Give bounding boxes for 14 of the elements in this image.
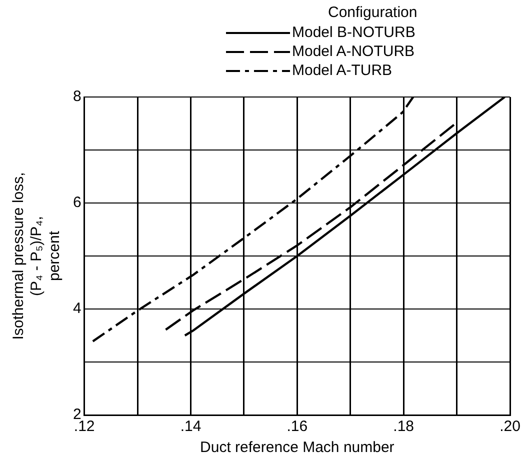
y-axis-title: Isothermal pressure loss, (P₄ - P₅)/P₄, percent xyxy=(10,172,64,340)
legend-label: Model A-NOTURB xyxy=(292,43,415,60)
y-tick-label: 4 xyxy=(73,300,82,318)
x-tick-label: .14 xyxy=(180,418,202,436)
legend-label: Model A-TURB xyxy=(292,62,392,79)
x-tick-label: .20 xyxy=(500,418,520,436)
y-tick-label: 8 xyxy=(73,88,82,106)
legend-title: Configuration xyxy=(328,4,418,21)
x-tick-label: .16 xyxy=(286,418,308,436)
y-tick-label: 6 xyxy=(73,194,82,212)
x-axis-title: Duct reference Mach number xyxy=(200,439,394,456)
x-tick-label: .12 xyxy=(74,418,95,436)
legend-label: Model B-NOTURB xyxy=(292,24,416,41)
x-tick-label: .18 xyxy=(393,418,414,436)
